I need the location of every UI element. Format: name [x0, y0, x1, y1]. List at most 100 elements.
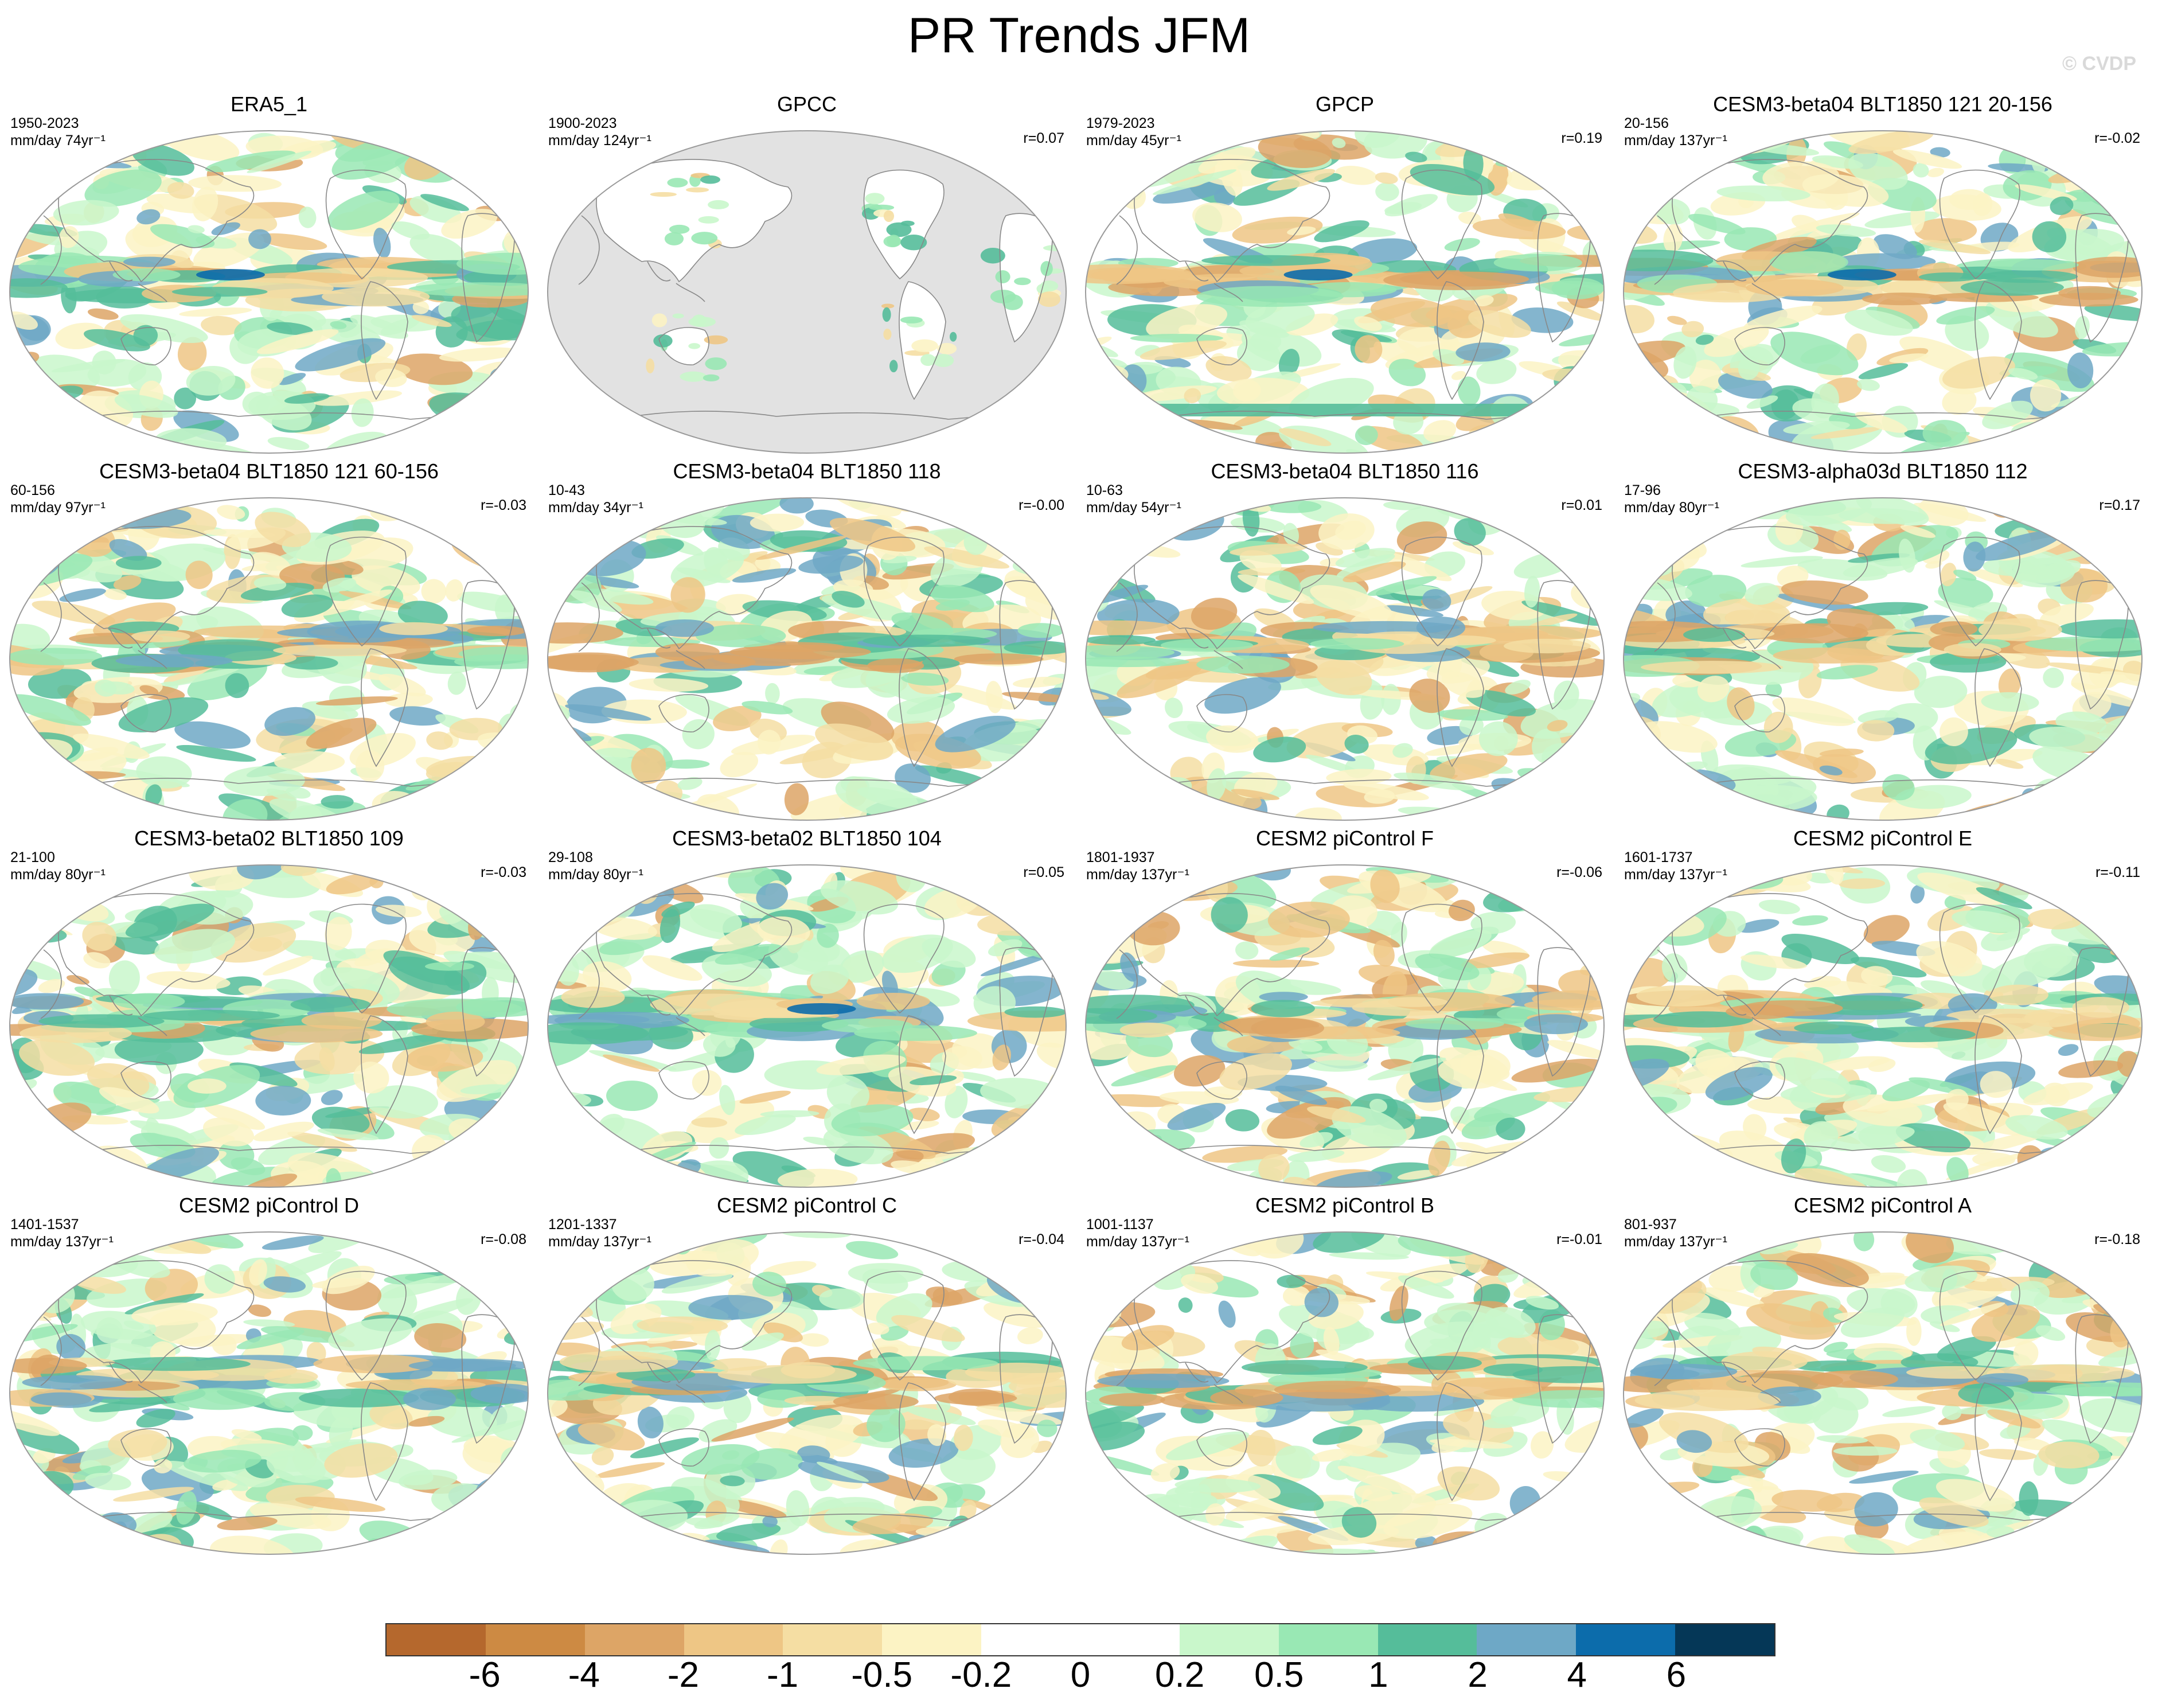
colorbar-tick-label: 2: [1468, 1655, 1488, 1695]
map-outline: [1085, 130, 1605, 454]
map-outline: [547, 1231, 1067, 1555]
panel-correlation: r=-0.04: [1018, 1231, 1064, 1247]
panel-years: 21-100: [10, 849, 55, 865]
coastlines: [1654, 893, 2129, 1154]
panel-title: GPCC: [776, 92, 837, 116]
colorbar-tick-label: -0.5: [851, 1655, 913, 1695]
panel-units: mm/day 137yr⁻¹: [1624, 867, 1727, 883]
map-panel: CESM2 piControl D 1401-1537 mm/day 137yr⁻¹…: [0, 1193, 538, 1560]
panel-years: 60-156: [10, 482, 55, 498]
precip-trend-field: [1624, 131, 2142, 453]
panel-years: 1001-1137: [1086, 1216, 1154, 1233]
map-outline: [1623, 497, 2143, 821]
colorbar-tick-label: 0: [1070, 1655, 1091, 1695]
colorbar-tick-label: 1: [1368, 1655, 1388, 1695]
world-map: [547, 130, 1067, 454]
colorbar-swatch: [1179, 1624, 1279, 1655]
map-outline: [1623, 130, 2143, 454]
panel-units: mm/day 80yr⁻¹: [10, 867, 106, 883]
precip-trend-field: [10, 865, 528, 1187]
panel-years: 10-43: [548, 482, 585, 498]
panel-title: CESM3-beta04 BLT1850 116: [1211, 459, 1479, 483]
panel-correlation: r=0.07: [1023, 130, 1064, 146]
panel-units: mm/day 137yr⁻¹: [548, 1234, 651, 1250]
panel-years: 1601-1737: [1624, 849, 1693, 865]
map-outline: [9, 130, 529, 454]
map-panel: GPCP 1979-2023 mm/day 45yr⁻¹ r=0.19: [1076, 92, 1614, 459]
panel-correlation: r=0.19: [1561, 130, 1602, 146]
map-outline: [1623, 864, 2143, 1188]
panel-title: CESM2 piControl F: [1255, 826, 1434, 850]
panel-title: GPCP: [1315, 92, 1375, 116]
world-map: [9, 130, 529, 454]
panel-title: CESM3-beta02 BLT1850 104: [672, 826, 942, 850]
panel-title: CESM2 piControl C: [716, 1194, 897, 1217]
colorbar-swatch: [387, 1624, 486, 1655]
panel-units: mm/day 137yr⁻¹: [1624, 132, 1727, 149]
panel-years: 17-96: [1624, 482, 1661, 498]
world-map: [1085, 1231, 1605, 1555]
world-map: [1085, 130, 1605, 454]
world-map: [547, 864, 1067, 1188]
panel-title: CESM2 piControl E: [1793, 826, 1973, 850]
map-outline: [547, 497, 1067, 821]
panel-units: mm/day 137yr⁻¹: [1624, 1234, 1727, 1250]
panel-units: mm/day 54yr⁻¹: [1086, 500, 1182, 516]
panel-title: CESM3-beta04 BLT1850 121 60-156: [99, 459, 439, 483]
colorbar-tick-label: 4: [1567, 1655, 1587, 1695]
precip-trend-field: [1086, 498, 1604, 820]
panel-title: CESM2 piControl B: [1255, 1194, 1435, 1217]
map-outline: [9, 497, 529, 821]
colorbar-tick-label: -4: [568, 1655, 600, 1695]
colorbar-swatch: [1675, 1624, 1775, 1655]
panel-units: mm/day 80yr⁻¹: [548, 867, 644, 883]
panel-units: mm/day 137yr⁻¹: [1086, 1234, 1189, 1250]
panel-units: mm/day 124yr⁻¹: [548, 132, 651, 149]
world-map: [1623, 497, 2143, 821]
world-map: [547, 1231, 1067, 1555]
panel-correlation: r=0.17: [2099, 497, 2140, 513]
world-map: [1623, 130, 2143, 454]
panel-correlation: r=-0.02: [2094, 130, 2140, 146]
precip-trend-field: [1624, 865, 2142, 1187]
panel-correlation: r=-0.11: [2095, 864, 2140, 880]
map-panel: CESM2 piControl F 1801-1937 mm/day 137yr⁻¹…: [1076, 826, 1614, 1193]
panel-correlation: r=-0.18: [2094, 1231, 2140, 1247]
precip-trend-field: [1086, 131, 1604, 453]
coastlines: [578, 1260, 1053, 1521]
world-map: [1623, 864, 2143, 1188]
panel-correlation: r=-0.06: [1556, 864, 1602, 880]
precip-trend-field: [548, 498, 1066, 820]
colorbar-tick-label: -1: [766, 1655, 799, 1695]
panel-years: 29-108: [548, 849, 593, 865]
map-outline: [1085, 497, 1605, 821]
panel-years: 20-156: [1624, 115, 1669, 131]
panel-title: CESM3-alpha03d BLT1850 112: [1738, 459, 2028, 483]
panel-units: mm/day 80yr⁻¹: [1624, 500, 1720, 516]
map-outline: [9, 1231, 529, 1555]
precip-trend-field: [10, 131, 528, 453]
colorbar: [385, 1623, 1775, 1656]
panel-years: 1201-1337: [548, 1216, 617, 1233]
panel-units: mm/day 137yr⁻¹: [10, 1234, 114, 1250]
panel-years: 801-937: [1624, 1216, 1677, 1233]
colorbar-swatch: [1377, 1624, 1477, 1655]
precip-trend-field: [1086, 865, 1604, 1187]
panel-correlation: r=-0.03: [481, 497, 526, 513]
colorbar-tick-label: -2: [667, 1655, 699, 1695]
panel-units: mm/day 74yr⁻¹: [10, 132, 106, 149]
panel-years: 1401-1537: [10, 1216, 79, 1233]
map-panel: CESM3-beta02 BLT1850 109 21-100 mm/day 80y…: [0, 826, 538, 1193]
map-panel: CESM3-beta04 BLT1850 121 60-156 60-156 mm/…: [0, 459, 538, 826]
map-panel: CESM2 piControl C 1201-1337 mm/day 137yr⁻¹…: [538, 1193, 1076, 1560]
map-panel: CESM3-alpha03d BLT1850 112 17-96 mm/day 80…: [1614, 459, 2152, 826]
map-outline: [1085, 1231, 1605, 1555]
colorbar-swatch: [684, 1624, 783, 1655]
colorbar-tick-label: 0.5: [1254, 1655, 1304, 1695]
panel-title: CESM3-beta02 BLT1850 109: [134, 826, 404, 850]
panel-years: 10-63: [1086, 482, 1123, 498]
world-map: [9, 1231, 529, 1555]
map-panel: CESM3-beta04 BLT1850 121 20-156 20-156 mm/…: [1614, 92, 2152, 459]
colorbar-swatch: [1576, 1624, 1676, 1655]
map-panel: GPCC 1900-2023 mm/day 124yr⁻¹ r=0.07: [538, 92, 1076, 459]
